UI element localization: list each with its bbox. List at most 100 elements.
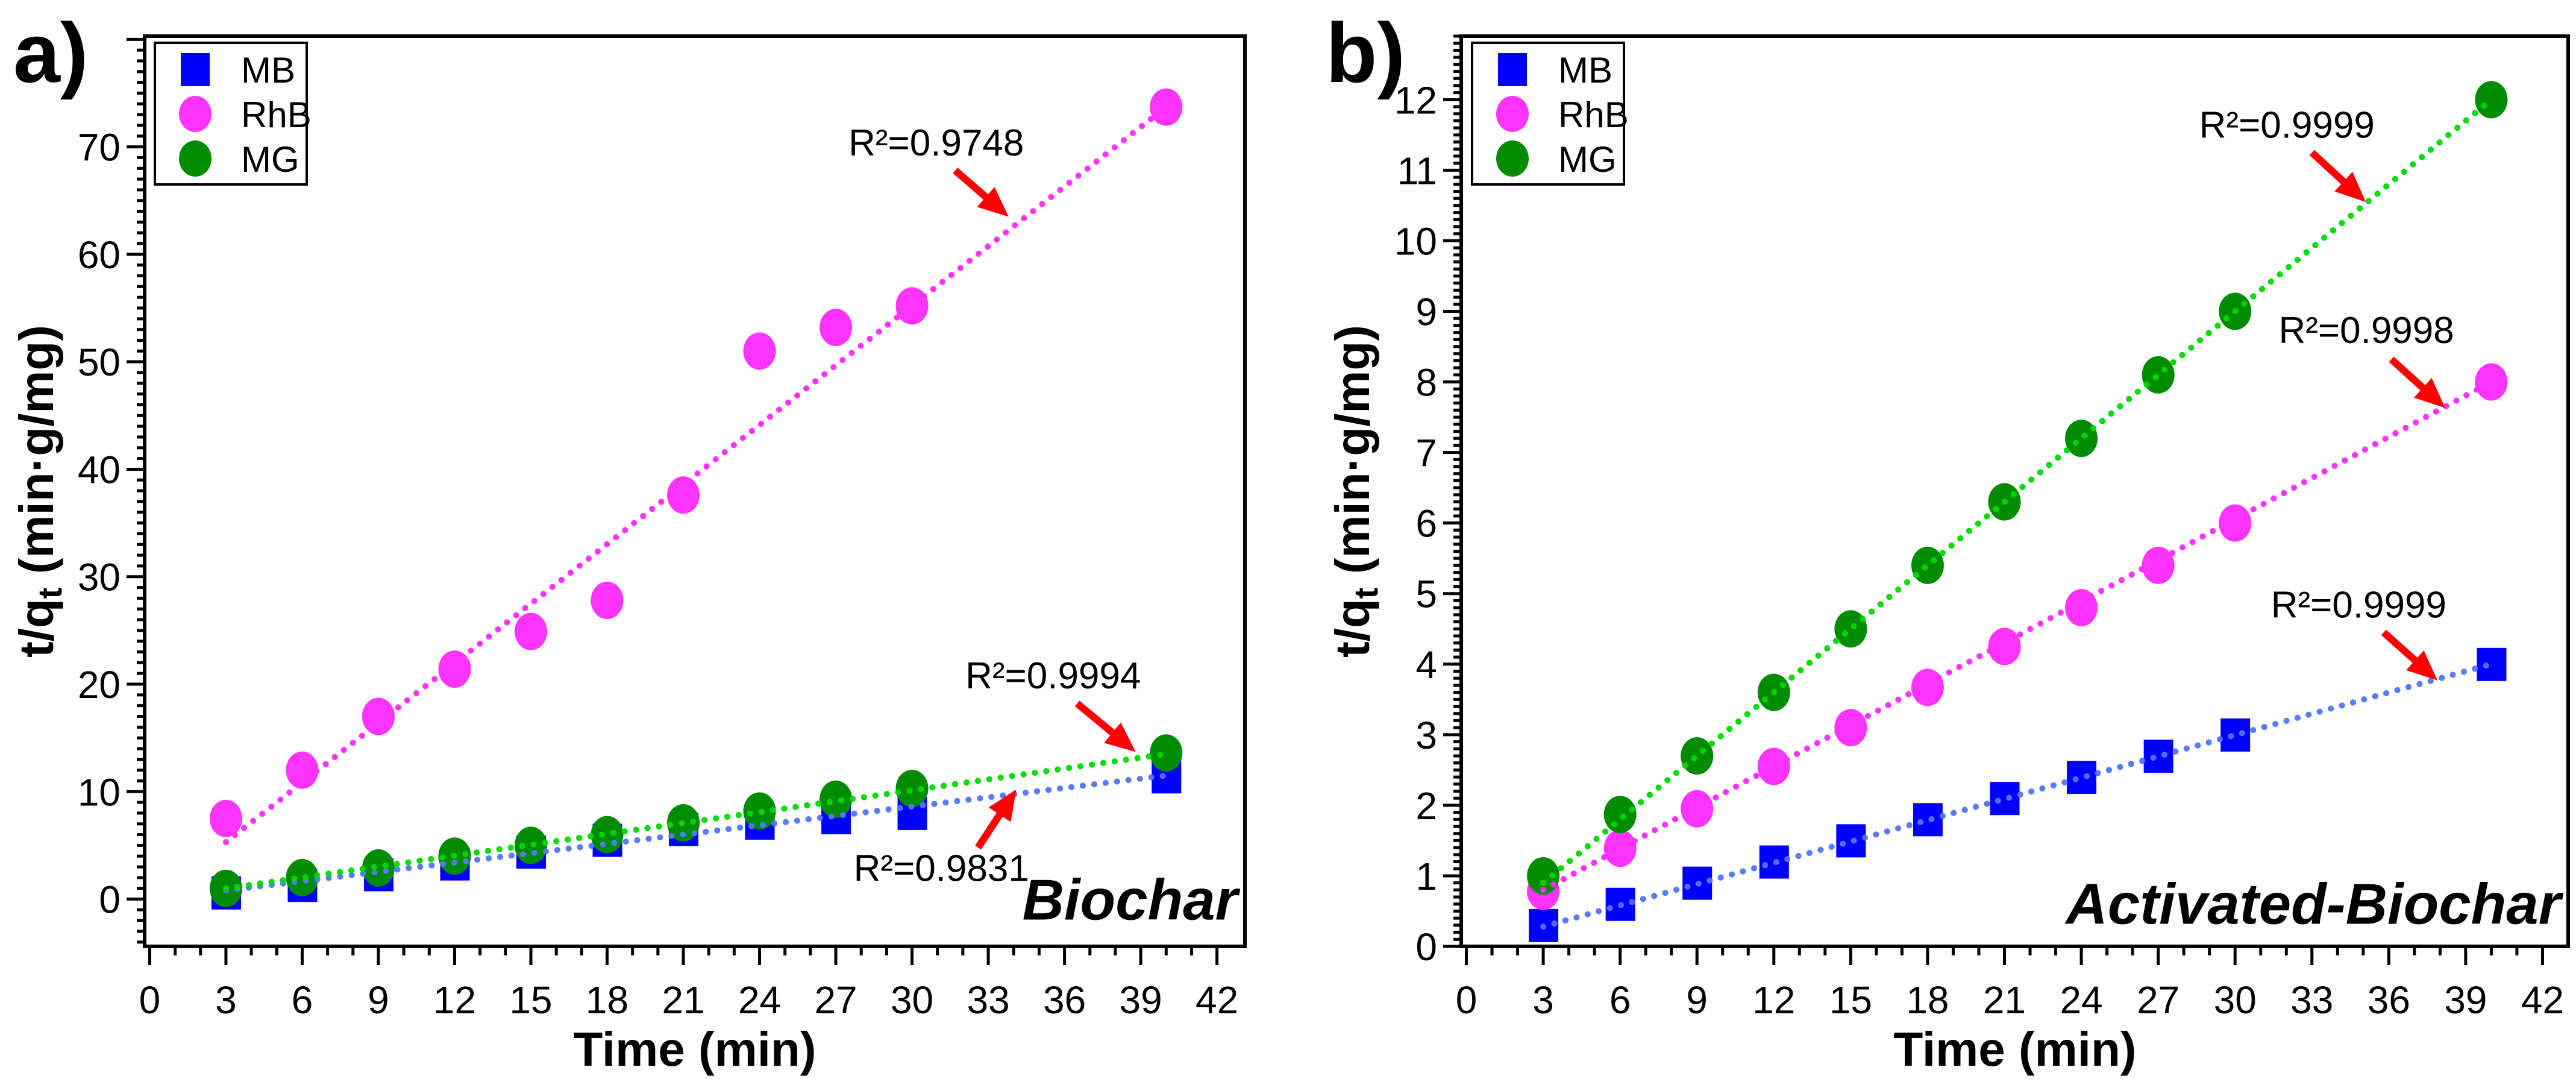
series-rhb: [209, 88, 1183, 846]
data-point-rhb: [286, 751, 319, 789]
y-tick-label: 4: [1415, 643, 1437, 687]
data-point-rhb: [895, 287, 929, 325]
legend-marker-square-icon: [1498, 53, 1527, 86]
x-tick-label: 3: [1532, 978, 1554, 1022]
r-squared-label: R²=0.9998: [2278, 310, 2454, 351]
y-tick-label: 0: [99, 878, 121, 922]
x-tick-label: 39: [1120, 978, 1162, 1022]
red-arrow-icon: [953, 168, 1009, 217]
x-tick-label: 33: [967, 978, 1009, 1022]
data-point-mb: [2477, 647, 2507, 681]
data-point-mg: [819, 780, 853, 818]
y-tick-label: 12: [1394, 78, 1437, 122]
arrow-head: [2406, 650, 2438, 681]
data-point-mg: [1150, 734, 1183, 772]
y-tick-label: 10: [78, 770, 121, 814]
data-point-mb: [2220, 718, 2251, 752]
data-point-mb: [1913, 803, 1943, 837]
y-tick-label: 10: [1394, 219, 1437, 263]
x-tick-label: 6: [1609, 978, 1631, 1022]
x-axis-title: Time (min): [1893, 1022, 2136, 1076]
data-point-mg: [1603, 796, 1637, 834]
y-tick-label: 5: [1415, 573, 1437, 616]
data-point-rhb: [209, 799, 242, 837]
red-arrow-icon: [2389, 356, 2445, 408]
data-point-rhb: [362, 697, 395, 735]
data-point-mb: [1990, 782, 2020, 816]
sample-tag: Activated-Biochar: [2064, 872, 2563, 937]
x-tick-label: 36: [2368, 978, 2410, 1022]
y-tick-label: 60: [78, 233, 121, 277]
fit-line-overlay-mb: [1540, 661, 2495, 930]
y-tick-label: 0: [1415, 925, 1437, 969]
panel-a-biochar: a) Time (min) t/qt (min·g/mg) 0 3 6 9 12 15 18…: [10, 5, 1247, 1076]
legend-label: RhB: [241, 95, 312, 135]
y-tick-label: 8: [1415, 361, 1437, 404]
legend-label: MB: [1558, 50, 1612, 90]
x-tick-label: 42: [2521, 978, 2564, 1022]
arrow-head: [977, 187, 1009, 217]
arrow-shaft: [1074, 700, 1122, 741]
data-point-rhb: [2142, 546, 2175, 584]
x-tick-label: 18: [1906, 978, 1949, 1022]
r-squared-label: R²=0.9831: [854, 848, 1029, 889]
y-tick-label: 50: [78, 341, 121, 384]
panel-label: b): [1326, 5, 1405, 100]
fit-line-overlay-rhb: [222, 104, 1170, 846]
data-point-rhb: [1603, 829, 1637, 867]
fit-line-overlay-mb: [222, 772, 1170, 894]
legend-marker-circle-icon: [179, 140, 212, 177]
x-tick-label: 27: [814, 978, 857, 1022]
x-axis-title: Time (min): [573, 1022, 816, 1076]
x-tick-label: 6: [292, 978, 313, 1022]
data-point-mg: [1681, 737, 1714, 775]
data-point-mg: [2475, 81, 2508, 119]
panel-b-activated-biochar: b) Time (min) t/qt (min·g/mg) 0 3 6 9 12 15 18…: [1326, 5, 2570, 1076]
y-axis-title: t/qt (min·g/mg): [1326, 325, 1385, 658]
fit-line-overlay-rhb: [1540, 379, 2495, 893]
arrow-head: [2414, 378, 2445, 408]
data-point-mg: [591, 816, 624, 854]
y-tick-label: 9: [1415, 291, 1437, 334]
data-point-mg: [1911, 546, 1944, 584]
arrow-head: [2334, 172, 2366, 203]
legend-marker-circle-icon: [1496, 140, 1529, 177]
data-point-mb: [2143, 739, 2173, 773]
x-tick-label: 15: [509, 978, 552, 1022]
x-tick-label: 12: [1752, 978, 1795, 1022]
legend-marker-circle-icon: [179, 96, 212, 132]
x-tick-label: 3: [215, 978, 237, 1022]
red-arrow-icon: [2381, 629, 2438, 681]
x-tick-label: 24: [738, 978, 781, 1022]
data-point-rhb: [1834, 709, 1867, 747]
legend-label: MG: [1558, 139, 1617, 180]
fit-line-overlay-mg: [222, 750, 1170, 892]
plot-frame: [1459, 34, 2570, 948]
r-squared-label: R²=0.9994: [965, 655, 1141, 697]
r-squared-label: R²=0.9999: [2199, 105, 2375, 146]
data-point-rhb: [1757, 747, 1790, 785]
y-tick-label: 6: [1415, 502, 1437, 546]
legend-label: MB: [241, 50, 295, 90]
y-axis-title: t/qt (min·g/mg): [10, 325, 69, 658]
fit-line-overlay-mg: [1540, 96, 2495, 886]
arrow-head: [988, 789, 1017, 822]
data-point-rhb: [514, 612, 547, 650]
data-point-rhb: [1911, 668, 1944, 706]
y-tick-label: 11: [1397, 149, 1437, 192]
data-point-mg: [2065, 420, 2098, 458]
y-tick-label: 30: [78, 556, 121, 599]
x-tick-label: 27: [2137, 978, 2180, 1022]
red-arrow-icon: [2309, 149, 2366, 203]
y-tick-label: 70: [78, 126, 121, 169]
x-tick-label: 21: [1983, 978, 2026, 1022]
x-tick-label: 21: [662, 978, 704, 1022]
legend-marker-circle-icon: [1496, 96, 1529, 132]
red-arrow-icon: [1074, 700, 1136, 752]
data-point-rhb: [819, 309, 853, 347]
x-tick-label: 33: [2290, 978, 2333, 1022]
x-tick-label: 30: [891, 978, 933, 1022]
